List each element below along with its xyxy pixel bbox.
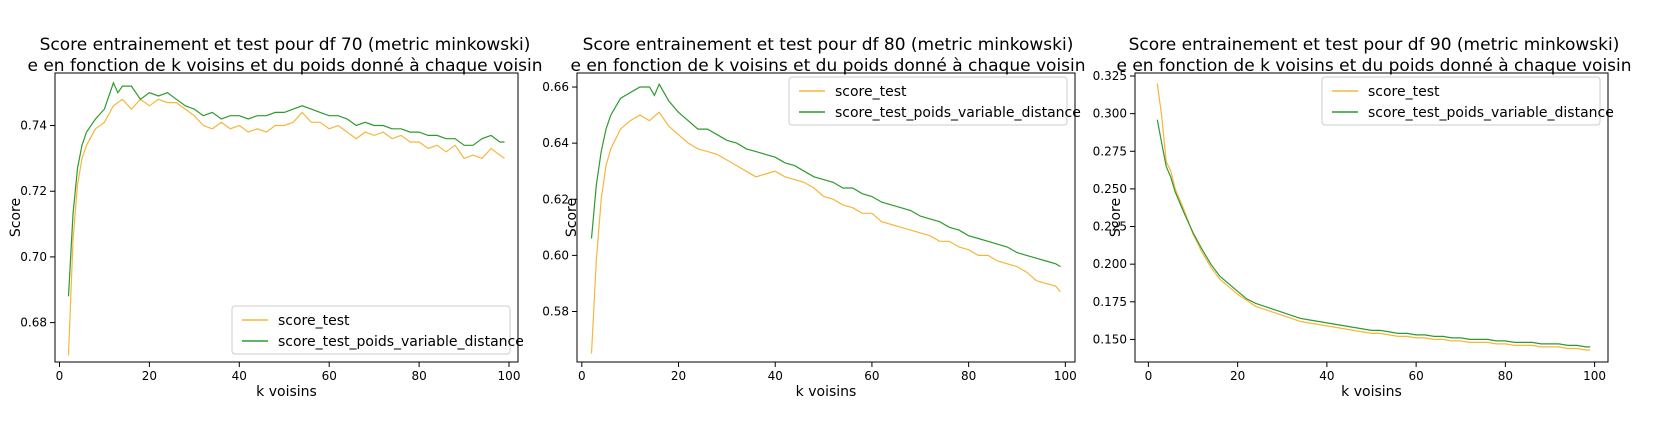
legend-box (788, 76, 1068, 126)
series-line-score-test (67, 98, 505, 356)
y-tick-label: 0.62 (542, 192, 569, 206)
legend: score_test score_test_poids_variable_dist… (1321, 76, 1614, 126)
legend-box (1321, 76, 1601, 126)
chart-panel-df80: Score entrainement et test pour df 80 (m… (542, 35, 1085, 400)
y-tick-label: 0.300 (1093, 107, 1127, 121)
legend-entry-label: score_test (278, 313, 350, 329)
y-tick-label: 0.325 (1093, 69, 1127, 83)
chart-title-line: e en fonction de k voisins et du poids d… (570, 56, 1085, 76)
x-tick-label: 100 (1054, 369, 1077, 383)
y-tick-label: 0.250 (1093, 182, 1127, 196)
x-tick-label: 100 (1583, 369, 1606, 383)
chart-panel-df90: Score entrainement et test pour df 90 (m… (1093, 35, 1632, 400)
x-tick-label: 0 (578, 369, 586, 383)
y-tick-label: 0.60 (542, 248, 569, 262)
x-axis-label: k voisins (796, 384, 857, 400)
series-line-score-test (1156, 83, 1591, 351)
x-tick-label: 0 (56, 369, 64, 383)
y-tick-label: 0.70 (20, 250, 47, 264)
y-tick-label: 0.74 (20, 119, 47, 133)
series-line-score-test-poids-variable-distance (1156, 119, 1591, 348)
series-line-score-test (590, 111, 1061, 354)
x-tick-label: 60 (1408, 369, 1423, 383)
y-tick-label: 0.150 (1093, 332, 1127, 346)
x-tick-label: 20 (1230, 369, 1245, 383)
x-tick-label: 60 (322, 369, 337, 383)
x-tick-label: 60 (864, 369, 879, 383)
legend: score_test score_test_poids_variable_dist… (231, 305, 524, 355)
plot-area-frame (1134, 72, 1609, 363)
x-tick-label: 100 (498, 369, 521, 383)
y-tick-label: 0.58 (542, 304, 569, 318)
x-tick-label: 80 (1498, 369, 1513, 383)
legend-entry-label: score_test (835, 84, 907, 100)
x-axis-label: k voisins (256, 384, 317, 400)
chart-title-line: e en fonction de k voisins et du poids d… (1116, 56, 1631, 76)
x-axis-label: k voisins (1341, 384, 1402, 400)
legend-entry-label: score_test_poids_variable_distance (835, 105, 1081, 121)
y-tick-label: 0.66 (542, 80, 569, 94)
chart-panel-df70: Score entrainement et test pour df 70 (m… (8, 35, 543, 400)
chart-title-line: Score entrainement et test pour df 70 (m… (40, 35, 531, 55)
x-tick-label: 40 (1319, 369, 1334, 383)
plot-area-frame (54, 72, 519, 363)
chart-title-line: e en fonction de k voisins et du poids d… (27, 56, 542, 76)
y-axis-label: Score (8, 198, 24, 237)
y-tick-label: 0.225 (1093, 220, 1127, 234)
legend-entry-label: score_test (1368, 84, 1440, 100)
y-tick-label: 0.200 (1093, 257, 1127, 271)
y-tick-label: 0.275 (1093, 144, 1127, 158)
legend-box (231, 305, 511, 355)
series-line-score-test-poids-variable-distance (67, 81, 505, 297)
legend: score_test score_test_poids_variable_dist… (788, 76, 1081, 126)
x-tick-label: 20 (671, 369, 686, 383)
y-tick-label: 0.175 (1093, 295, 1127, 309)
y-axis-label: Score (564, 198, 580, 237)
y-tick-label: 0.68 (20, 316, 47, 330)
legend-entry-label: score_test_poids_variable_distance (1368, 105, 1614, 121)
chart-title-line: Score entrainement et test pour df 90 (m… (1129, 35, 1620, 55)
series-line-score-test-poids-variable-distance (590, 82, 1061, 268)
plot-area-frame (576, 72, 1076, 363)
y-tick-label: 0.64 (542, 136, 569, 150)
x-tick-label: 80 (961, 369, 976, 383)
y-tick-label: 0.72 (20, 184, 47, 198)
y-axis-label: Score (1108, 198, 1124, 237)
x-tick-label: 80 (411, 369, 426, 383)
x-tick-label: 0 (1145, 369, 1153, 383)
x-tick-label: 40 (232, 369, 247, 383)
legend-entry-label: score_test_poids_variable_distance (278, 334, 524, 350)
x-tick-label: 40 (768, 369, 783, 383)
chart-title-line: Score entrainement et test pour df 80 (m… (583, 35, 1074, 55)
x-tick-label: 20 (142, 369, 157, 383)
